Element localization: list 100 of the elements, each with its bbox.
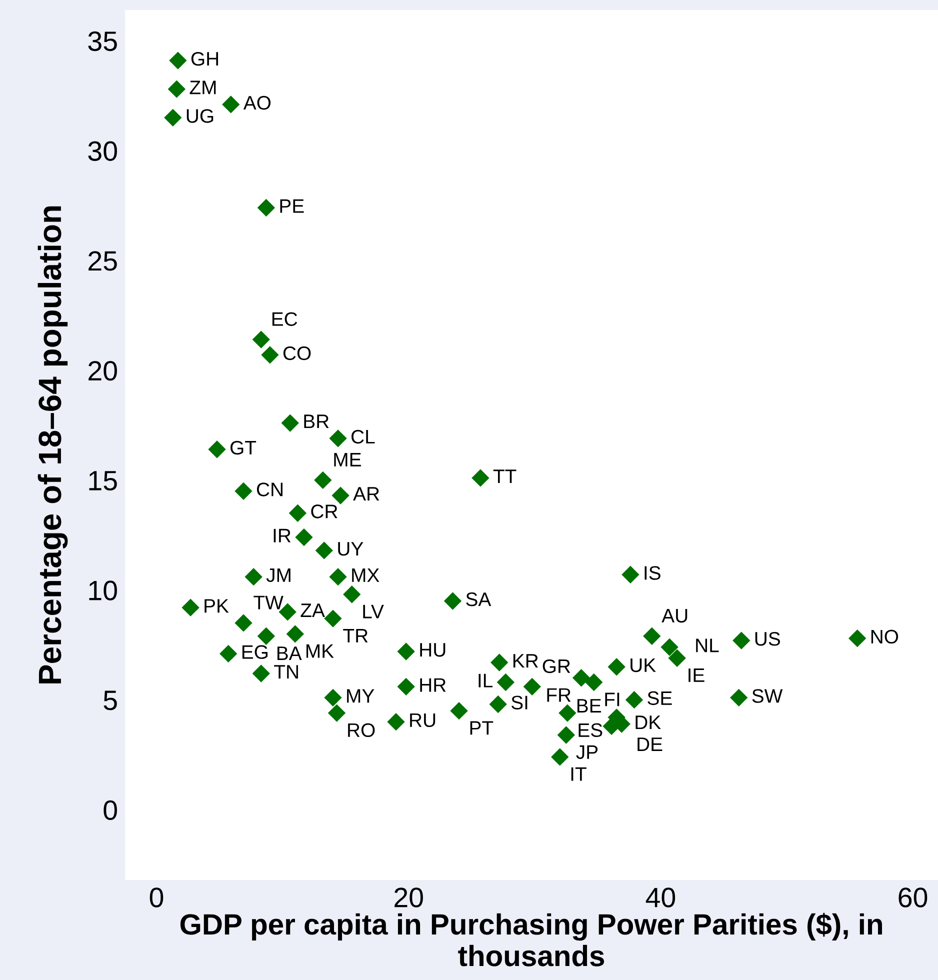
x-tick-label: 0 bbox=[150, 888, 164, 908]
data-label: UK bbox=[630, 658, 656, 672]
data-label: IT bbox=[571, 767, 586, 781]
data-label: TR bbox=[343, 628, 368, 642]
y-tick-label: 20 bbox=[88, 360, 117, 381]
x-tick-label: 60 bbox=[898, 888, 928, 908]
data-label: IR bbox=[274, 528, 291, 542]
point bbox=[523, 678, 541, 696]
point bbox=[234, 482, 252, 500]
point bbox=[668, 649, 686, 667]
data-label: CN bbox=[256, 482, 282, 496]
data-label: BR bbox=[304, 414, 329, 428]
data-label: AU bbox=[662, 609, 688, 623]
point bbox=[622, 566, 640, 584]
point bbox=[660, 638, 678, 656]
point bbox=[261, 346, 279, 364]
data-label: UG bbox=[186, 109, 214, 123]
point bbox=[281, 414, 299, 432]
point bbox=[397, 678, 415, 696]
point bbox=[551, 748, 569, 766]
y-tick-label: 15 bbox=[89, 471, 117, 490]
data-label: US bbox=[755, 632, 780, 646]
point bbox=[257, 627, 276, 645]
data-label: FR bbox=[547, 688, 571, 702]
point bbox=[387, 712, 405, 731]
point bbox=[328, 704, 346, 722]
y-tick-label: 5 bbox=[104, 690, 117, 710]
data-label: MK bbox=[306, 644, 334, 658]
data-label: HR bbox=[420, 678, 446, 692]
data-label: SW bbox=[752, 689, 783, 703]
point bbox=[220, 644, 238, 663]
point bbox=[295, 528, 313, 546]
point bbox=[450, 702, 468, 720]
data-label: HU bbox=[420, 643, 446, 657]
point bbox=[168, 80, 186, 98]
point bbox=[252, 664, 270, 682]
data-label: PE bbox=[280, 199, 304, 213]
data-label: ZA bbox=[300, 604, 325, 617]
data-label: EC bbox=[272, 312, 298, 326]
data-label: IE bbox=[688, 668, 704, 682]
y-tick-label: 0 bbox=[104, 800, 117, 820]
point bbox=[324, 610, 342, 628]
point bbox=[286, 625, 304, 643]
data-label: GR bbox=[542, 659, 570, 674]
point bbox=[472, 469, 490, 487]
point bbox=[169, 52, 187, 70]
data-label: FI bbox=[605, 692, 620, 706]
point bbox=[329, 430, 347, 448]
point bbox=[315, 542, 333, 560]
point bbox=[643, 627, 661, 645]
data-label: SA bbox=[466, 592, 492, 606]
data-label: PK bbox=[204, 599, 229, 613]
data-label: TW bbox=[254, 596, 284, 610]
x-tick-label: 20 bbox=[394, 888, 423, 908]
x-axis-title: GDP per capita in Purchasing Power Parities ($), in thousands bbox=[180, 912, 882, 966]
point bbox=[182, 598, 200, 616]
data-label: SI bbox=[511, 696, 528, 710]
point bbox=[164, 108, 182, 126]
data-label: IS bbox=[644, 566, 660, 580]
point bbox=[572, 669, 590, 687]
data-label: CL bbox=[352, 430, 375, 444]
data-label: AO bbox=[243, 96, 271, 110]
data-label: PT bbox=[470, 721, 494, 735]
data-label: TT bbox=[493, 470, 516, 483]
point bbox=[257, 198, 276, 217]
data-label: IL bbox=[478, 674, 493, 688]
y-axis-title: Percentage of 18–64 population bbox=[38, 206, 68, 684]
data-label: UY bbox=[338, 542, 364, 556]
data-label: GH bbox=[191, 52, 218, 66]
point bbox=[730, 688, 748, 706]
point bbox=[489, 695, 507, 714]
data-label: JP bbox=[576, 745, 598, 760]
point bbox=[332, 486, 350, 504]
data-label: NL bbox=[696, 638, 719, 652]
point bbox=[288, 504, 307, 522]
data-label: DE bbox=[638, 738, 662, 751]
point bbox=[496, 673, 514, 692]
data-label: NO bbox=[871, 630, 898, 644]
data-label: AR bbox=[353, 487, 380, 501]
point bbox=[732, 632, 750, 650]
point bbox=[608, 658, 626, 676]
y-tick-label: 10 bbox=[89, 580, 117, 600]
point bbox=[625, 691, 644, 709]
data-label: EG bbox=[242, 645, 268, 659]
point bbox=[397, 642, 415, 660]
y-tick-label: 30 bbox=[88, 141, 117, 161]
data-label: CO bbox=[283, 346, 311, 360]
data-label: ZM bbox=[190, 80, 216, 94]
point bbox=[234, 614, 252, 632]
data-label: MY bbox=[347, 689, 374, 703]
data-label: ME bbox=[334, 453, 361, 466]
data-label: RO bbox=[348, 723, 375, 738]
y-tick-label: 35 bbox=[88, 31, 117, 52]
point bbox=[252, 330, 270, 348]
data-label: ES bbox=[578, 723, 602, 738]
data-label: RU bbox=[410, 713, 436, 728]
data-label: TN bbox=[274, 665, 298, 679]
point bbox=[558, 704, 576, 722]
data-label: MX bbox=[352, 568, 380, 582]
point bbox=[329, 568, 347, 586]
